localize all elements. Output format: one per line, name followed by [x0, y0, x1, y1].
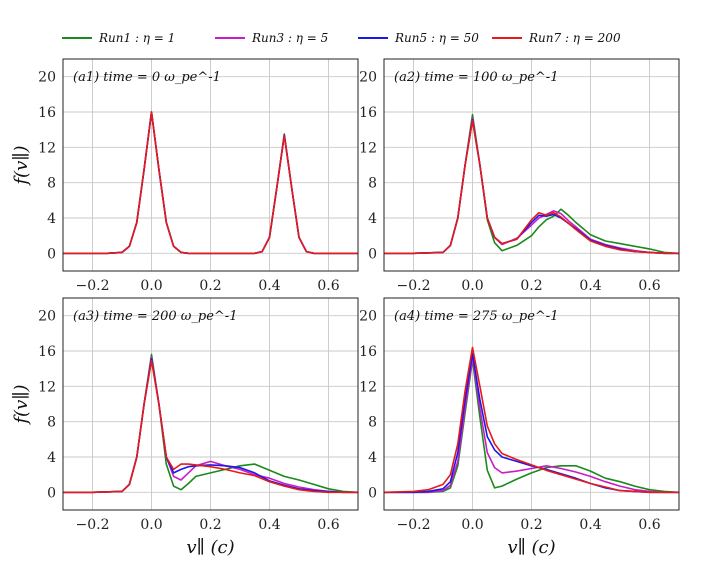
- grid: [63, 59, 358, 271]
- y-tick-label: 12: [38, 379, 56, 395]
- x-tick-label: 0.0: [140, 517, 162, 533]
- x-tick-label: 0.4: [579, 278, 601, 294]
- series-line-run7: [63, 359, 358, 494]
- series-line-run3: [384, 356, 679, 494]
- legend-entry: Run7 : η = 200: [492, 31, 621, 45]
- series-line-run1: [384, 358, 679, 494]
- y-tick-label: 16: [38, 105, 56, 121]
- x-tick-label: 0.2: [520, 278, 542, 294]
- y-tick-label: 20: [359, 70, 377, 86]
- grid: [384, 298, 679, 510]
- legend-entry: Run3 : η = 5: [215, 31, 328, 45]
- y-tick-label: 20: [38, 309, 56, 325]
- y-tick-label: 0: [47, 246, 56, 262]
- series-line-run7: [63, 111, 358, 255]
- legend-label: Run5 : η = 50: [394, 31, 479, 45]
- x-tick-label: 0.6: [317, 278, 339, 294]
- x-tick-label: 0.6: [638, 517, 660, 533]
- y-tick-label: 20: [38, 70, 56, 86]
- y-tick-label: 16: [359, 344, 377, 360]
- legend-label: Run7 : η = 200: [528, 31, 621, 45]
- y-axis-label: f(v∥): [11, 384, 32, 425]
- x-tick-label: −0.2: [397, 278, 431, 294]
- panel-annotation: (a1) time = 0 ω_pe^-1: [73, 70, 221, 85]
- x-tick-label: −0.2: [76, 278, 110, 294]
- chart-panel-3: −0.2 0.0 0.2 0.4 0.6 0 4 8 12 16 20 (a3) time = 200…: [11, 297, 359, 558]
- legend-entry: Run5 : η = 50: [358, 31, 479, 45]
- y-tick-label: 16: [38, 344, 56, 360]
- x-tick-label: −0.2: [76, 517, 110, 533]
- y-tick-label: 20: [359, 309, 377, 325]
- y-tick-label: 8: [47, 176, 56, 192]
- panel-annotation: (a2) time = 100 ω_pe^-1: [394, 70, 558, 85]
- x-tick-label: 0.6: [317, 517, 339, 533]
- panel-annotation: (a4) time = 275 ω_pe^-1: [394, 309, 558, 324]
- y-tick-label: 12: [359, 379, 377, 395]
- plot-frame: [62, 297, 359, 511]
- plot-frame: [383, 297, 680, 511]
- y-tick-label: 4: [47, 211, 56, 227]
- y-tick-label: 4: [368, 211, 377, 227]
- y-tick-label: 0: [368, 246, 377, 262]
- x-tick-label: 0.2: [199, 278, 221, 294]
- y-tick-label: 8: [368, 415, 377, 431]
- chart-panel-4: −0.2 0.0 0.2 0.4 0.6 0 4 8 12 16 20 (a4) time = 275…: [359, 297, 680, 558]
- x-tick-label: 0.0: [461, 278, 483, 294]
- x-axis-label: v∥ (c): [507, 537, 555, 558]
- grid: [384, 59, 679, 271]
- series-line-run7: [384, 120, 679, 255]
- legend: Run1 : η = 1 Run3 : η = 5 Run5 : η = 50 Run…: [62, 31, 621, 45]
- x-tick-label: 0.0: [461, 517, 483, 533]
- x-axis-label: v∥ (c): [186, 537, 234, 558]
- legend-label: Run3 : η = 5: [251, 31, 328, 45]
- chart-panel-1: −0.2 0.0 0.2 0.4 0.6 0 4 8 12 16 20 (a1) time = 0 ω…: [11, 58, 359, 294]
- x-tick-label: 0.2: [520, 517, 542, 533]
- panels: −0.2 0.0 0.2 0.4 0.6 0 4 8 12 16 20 (a1) time = 0 ω…: [11, 58, 680, 558]
- legend-label: Run1 : η = 1: [98, 31, 175, 45]
- y-axis-label: f(v∥): [11, 145, 32, 186]
- y-tick-label: 8: [368, 176, 377, 192]
- x-tick-label: 0.4: [258, 517, 280, 533]
- y-tick-label: 0: [368, 485, 377, 501]
- y-tick-label: 12: [359, 140, 377, 156]
- legend-entry: Run1 : η = 1: [62, 31, 175, 45]
- y-tick-label: 4: [368, 450, 377, 466]
- series-line-run7: [384, 346, 679, 494]
- series-group: [384, 113, 679, 255]
- series-group: [63, 111, 358, 255]
- series-group: [63, 353, 358, 494]
- x-tick-label: 0.4: [258, 278, 280, 294]
- x-tick-label: 0.6: [638, 278, 660, 294]
- y-tick-label: 4: [47, 450, 56, 466]
- chart-panel-2: −0.2 0.0 0.2 0.4 0.6 0 4 8 12 16 20 (a2) time = 100…: [359, 58, 680, 294]
- y-tick-label: 12: [38, 140, 56, 156]
- y-tick-label: 0: [47, 485, 56, 501]
- x-tick-label: 0.2: [199, 517, 221, 533]
- series-group: [384, 346, 679, 494]
- x-tick-label: 0.0: [140, 278, 162, 294]
- grid: [63, 298, 358, 510]
- x-tick-label: −0.2: [397, 517, 431, 533]
- plot-frame: [383, 58, 680, 272]
- x-tick-label: 0.4: [579, 517, 601, 533]
- plot-frame: [62, 58, 359, 272]
- panel-annotation: (a3) time = 200 ω_pe^-1: [73, 309, 237, 324]
- y-tick-label: 16: [359, 105, 377, 121]
- y-tick-label: 8: [47, 415, 56, 431]
